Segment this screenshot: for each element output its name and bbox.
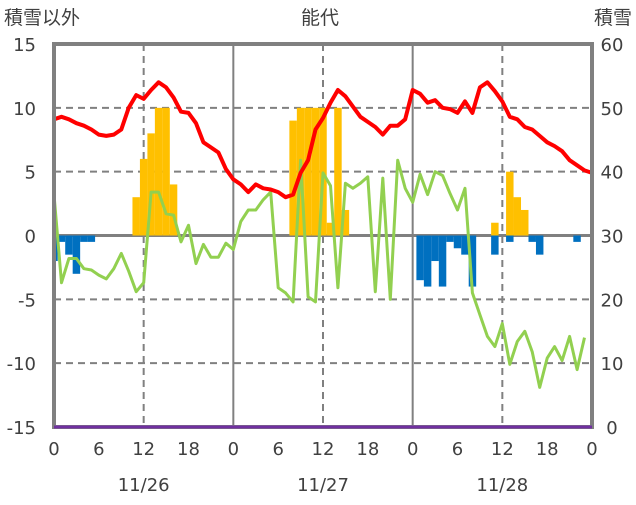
blue-bar bbox=[57, 235, 66, 242]
left-tick-label: -10 bbox=[7, 354, 36, 375]
yellow-bar bbox=[326, 222, 335, 236]
left-tick-label: -15 bbox=[7, 418, 36, 439]
lines bbox=[52, 80, 593, 389]
x-tick-label: 6 bbox=[452, 439, 463, 460]
x-tick-label: 0 bbox=[48, 439, 59, 460]
yellow-bar bbox=[169, 184, 178, 236]
yellow-bar bbox=[162, 107, 170, 236]
left-axis-title: 積雪以外 bbox=[4, 7, 80, 29]
yellow-bar bbox=[491, 222, 499, 236]
x-tick-label: 6 bbox=[272, 439, 283, 460]
right-tick-label: 0 bbox=[606, 418, 617, 439]
yellow-bar bbox=[513, 197, 522, 236]
blue-bar bbox=[438, 235, 447, 287]
green-series-line bbox=[52, 158, 586, 389]
yellow-bar bbox=[311, 107, 320, 236]
x-tick-label: 18 bbox=[177, 439, 200, 460]
yellow-bar bbox=[334, 107, 342, 236]
right-tick-label: 20 bbox=[601, 290, 624, 311]
blue-bar bbox=[491, 235, 499, 255]
x-tick-label: 0 bbox=[586, 439, 597, 460]
left-tick-label: 10 bbox=[13, 99, 36, 120]
blue-bar bbox=[446, 235, 454, 242]
yellow-bar bbox=[154, 107, 163, 236]
yellow-bar bbox=[132, 197, 140, 236]
left-tick-label: 5 bbox=[25, 163, 36, 184]
blue-bar bbox=[72, 235, 81, 274]
blue-bar bbox=[80, 235, 88, 242]
left-tick-label: 15 bbox=[13, 35, 36, 56]
x-tick-label: 12 bbox=[491, 439, 514, 460]
x-tick-label: 18 bbox=[536, 439, 559, 460]
plot-frame bbox=[52, 42, 594, 429]
blue-bar bbox=[431, 235, 439, 262]
x-tick-label: 0 bbox=[407, 439, 418, 460]
right-axis-title: 積雪 bbox=[594, 7, 632, 29]
x-tick-label: 18 bbox=[356, 439, 379, 460]
x-tick-label: 6 bbox=[93, 439, 104, 460]
blue-bar bbox=[416, 235, 424, 281]
date-label: 11/27 bbox=[297, 475, 349, 496]
blue-bar bbox=[506, 235, 514, 242]
x-tick-label: 0 bbox=[228, 439, 239, 460]
date-label: 11/28 bbox=[476, 475, 528, 496]
blue-bar bbox=[528, 235, 536, 242]
yellow-bar bbox=[139, 158, 148, 236]
blue-bar bbox=[535, 235, 544, 255]
right-tick-label: 50 bbox=[601, 99, 624, 120]
yellow-bar bbox=[521, 209, 529, 236]
blue-bar bbox=[573, 235, 581, 242]
yellow-bar bbox=[341, 209, 350, 236]
yellow-bar bbox=[304, 107, 312, 236]
x-tick-label: 12 bbox=[312, 439, 335, 460]
yellow-bar bbox=[289, 120, 297, 236]
blue-bar bbox=[468, 235, 477, 287]
date-label: 11/26 bbox=[118, 475, 170, 496]
left-tick-label: -5 bbox=[18, 290, 36, 311]
right-tick-label: 10 bbox=[601, 354, 624, 375]
right-tick-label: 40 bbox=[601, 163, 624, 184]
blue-bar bbox=[87, 235, 96, 242]
x-tick-label: 12 bbox=[132, 439, 155, 460]
right-tick-label: 60 bbox=[601, 35, 624, 56]
bars bbox=[54, 107, 581, 287]
blue-bar bbox=[461, 235, 469, 255]
right-tick-label: 30 bbox=[601, 227, 624, 248]
red-series-line bbox=[53, 80, 593, 200]
left-tick-label: 0 bbox=[25, 227, 36, 248]
blue-bar bbox=[453, 235, 462, 249]
yellow-bar bbox=[506, 171, 514, 236]
chart-title: 能代 bbox=[301, 7, 339, 29]
yellow-bar bbox=[147, 133, 155, 236]
blue-bar bbox=[65, 235, 73, 255]
blue-bar bbox=[423, 235, 432, 287]
